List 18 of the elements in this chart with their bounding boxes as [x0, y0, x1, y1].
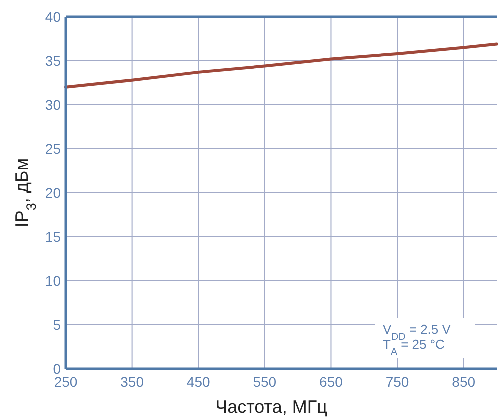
y-tick-label: 5	[53, 316, 62, 333]
line-series	[64, 42, 498, 89]
x-tick-label: 250	[54, 374, 78, 390]
x-tick-label: 450	[186, 374, 211, 390]
y-tick-label: 0	[53, 360, 62, 377]
y-tick-label: 15	[45, 228, 62, 245]
x-tick-label: 550	[253, 374, 277, 390]
x-tick-label: 850	[452, 374, 476, 390]
x-tick-label: 750	[386, 374, 410, 390]
x-tick-label: 650	[320, 374, 344, 390]
y-tick-label: 25	[45, 140, 62, 157]
y-tick-label: 20	[45, 184, 62, 201]
y-tick-label: 10	[45, 272, 62, 289]
y-tick-label: 35	[45, 52, 62, 69]
x-axis-title: Частота, МГц	[216, 397, 328, 417]
x-tick-label: 350	[120, 374, 144, 390]
y-tick-label: 30	[45, 96, 62, 113]
y-tick-label: 40	[45, 8, 62, 25]
